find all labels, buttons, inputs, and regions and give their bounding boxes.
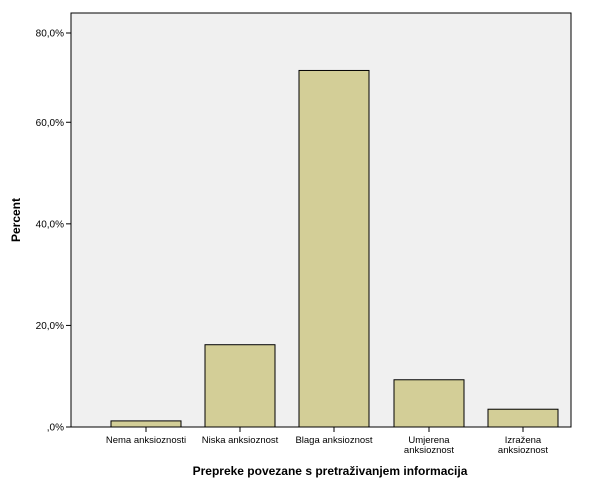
bar [298,69,370,428]
bar [487,408,559,428]
y-tick-label: 20,0% [36,321,64,332]
y-axis: ,0% 20,0% 40,0% 60,0% 80,0% [36,29,71,434]
x-tick-label: Niska anksioznost [202,435,279,446]
bar [204,344,276,428]
x-axis: Nema anksioznosti Niska anksioznost Blaga … [106,427,549,456]
x-tick-label: Blaga anksioznost [295,435,372,446]
y-tick-label: ,0% [47,423,64,434]
y-tick-label: 60,0% [36,118,64,129]
x-tick-label: Umjerena anksioznost [404,435,455,456]
x-tick-label: Nema anksioznosti [106,435,186,446]
y-axis-title: Percent [9,198,23,242]
x-axis-title: Prepreke povezane s pretraživanjem infor… [193,464,468,478]
bars [110,69,559,428]
y-tick-label: 80,0% [36,29,64,40]
y-tick-label: 40,0% [36,219,64,230]
bar [393,379,465,428]
bar [110,420,182,428]
x-tick-label: Izražena anksioznost [498,435,549,456]
